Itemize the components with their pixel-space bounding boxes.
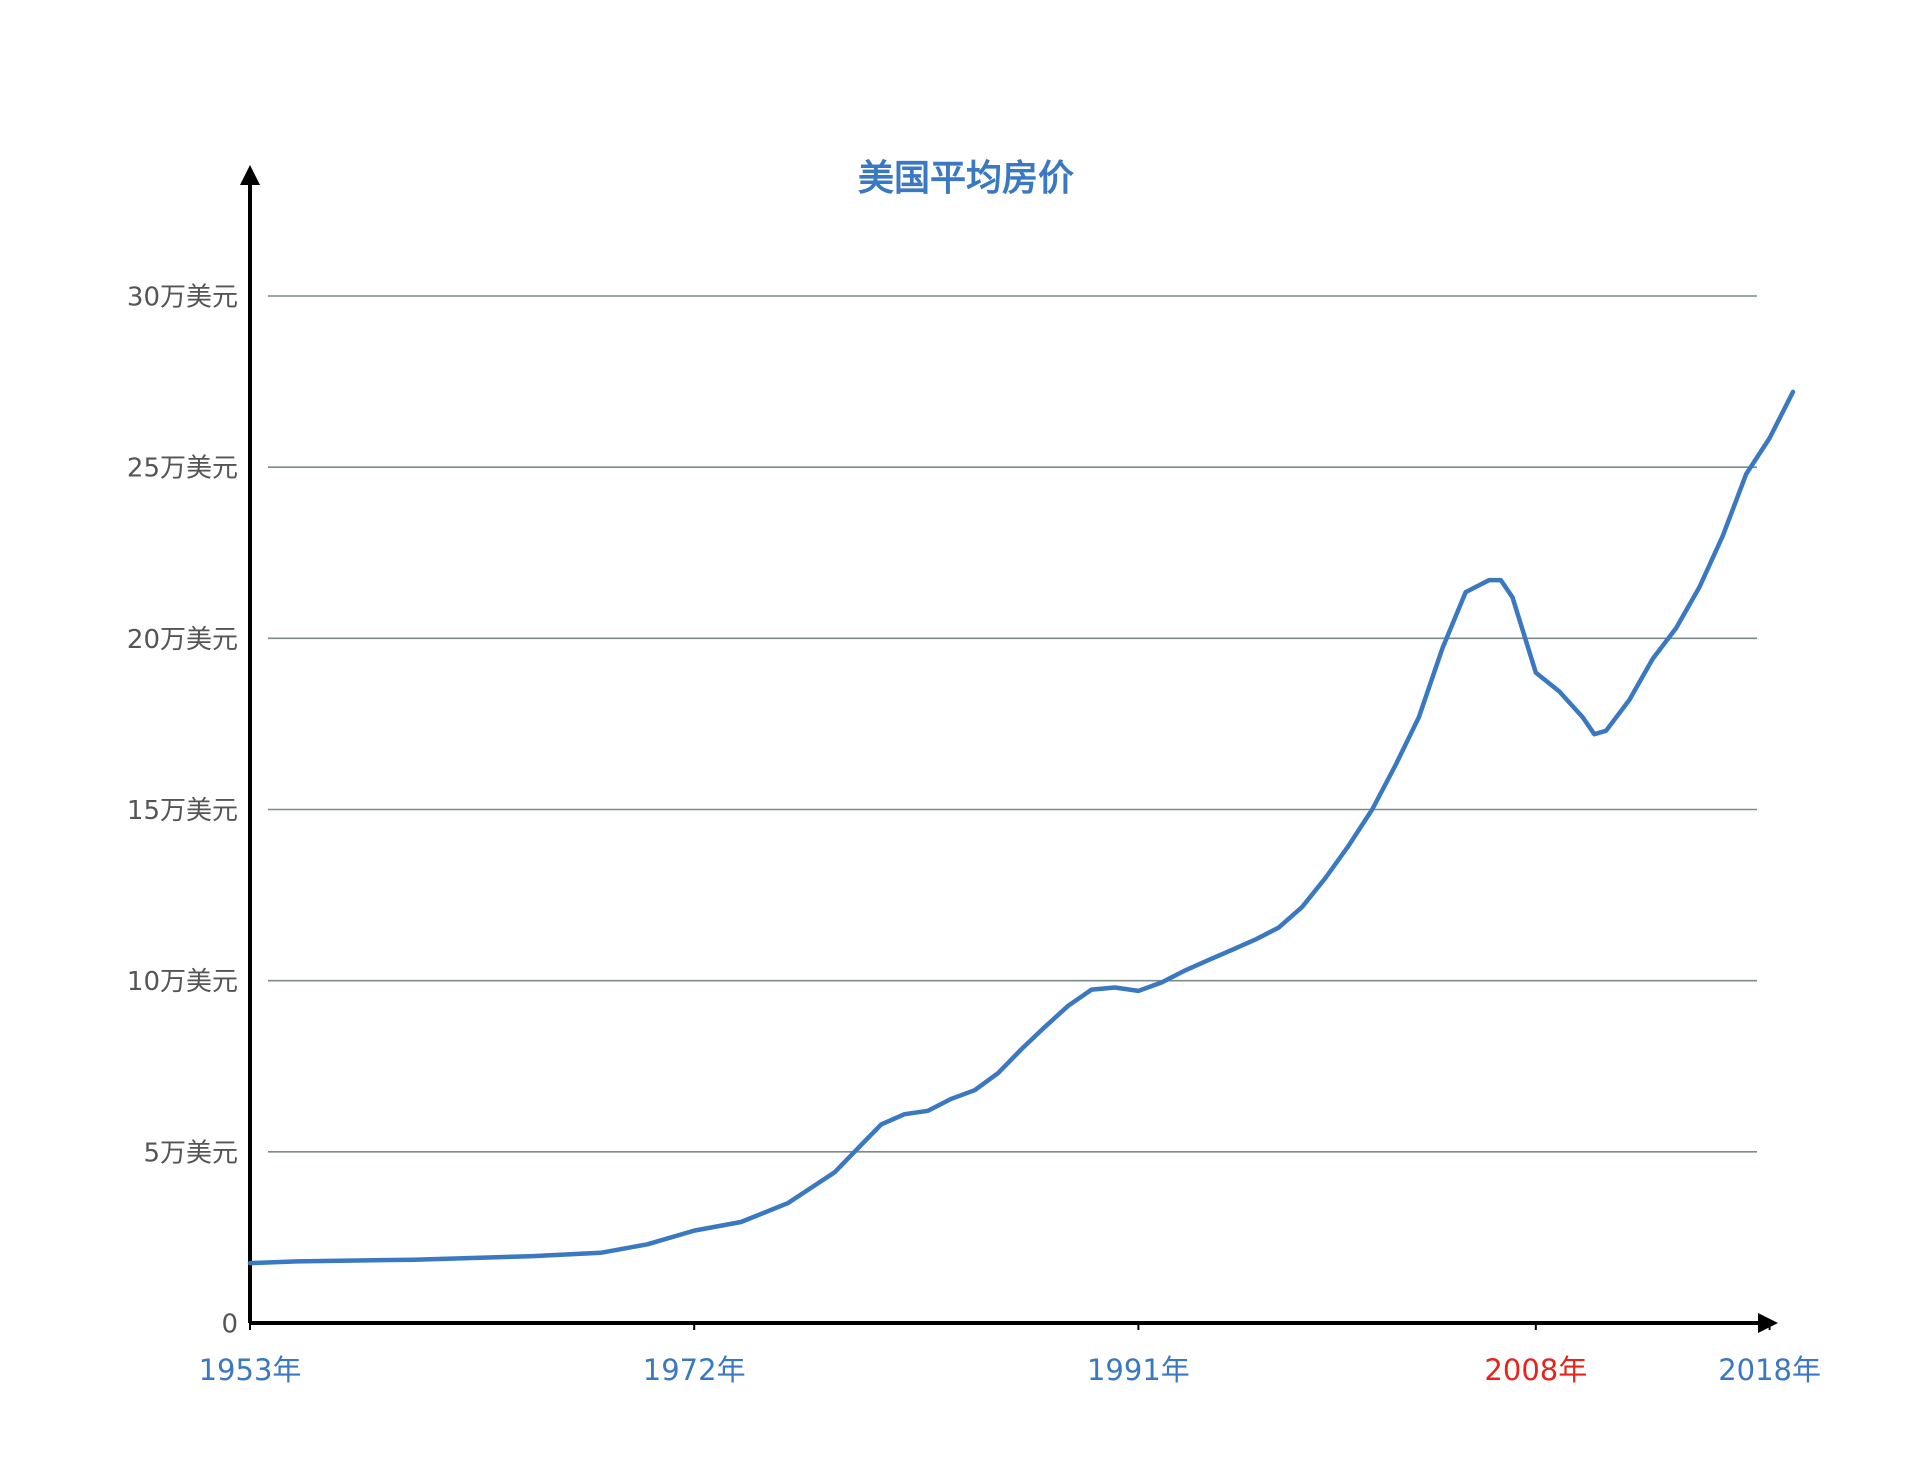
- x-tick-label: 1972年: [643, 1353, 746, 1387]
- y-axis-arrow: [240, 165, 260, 185]
- line-series: [247, 389, 1796, 1266]
- x-tick-label: 2008年: [1484, 1353, 1587, 1387]
- grid: [268, 295, 1757, 1324]
- y-tick-label: 25万美元: [127, 454, 238, 484]
- y-tick-label: 5万美元: [143, 1138, 238, 1168]
- y-tick-label: 0: [221, 1310, 238, 1340]
- y-tick-label: 30万美元: [127, 283, 238, 313]
- x-tick-label: 1991年: [1087, 1353, 1190, 1387]
- y-tick-label: 20万美元: [127, 625, 238, 655]
- chart-title: 美国平均房价: [858, 158, 1074, 199]
- y-tick-label: 15万美元: [127, 796, 238, 826]
- x-tick-label: 2018年: [1718, 1353, 1821, 1387]
- x-tick-label: 1953年: [199, 1353, 302, 1387]
- y-tick-label: 10万美元: [127, 967, 238, 997]
- x-axis-arrow: [1758, 1313, 1778, 1333]
